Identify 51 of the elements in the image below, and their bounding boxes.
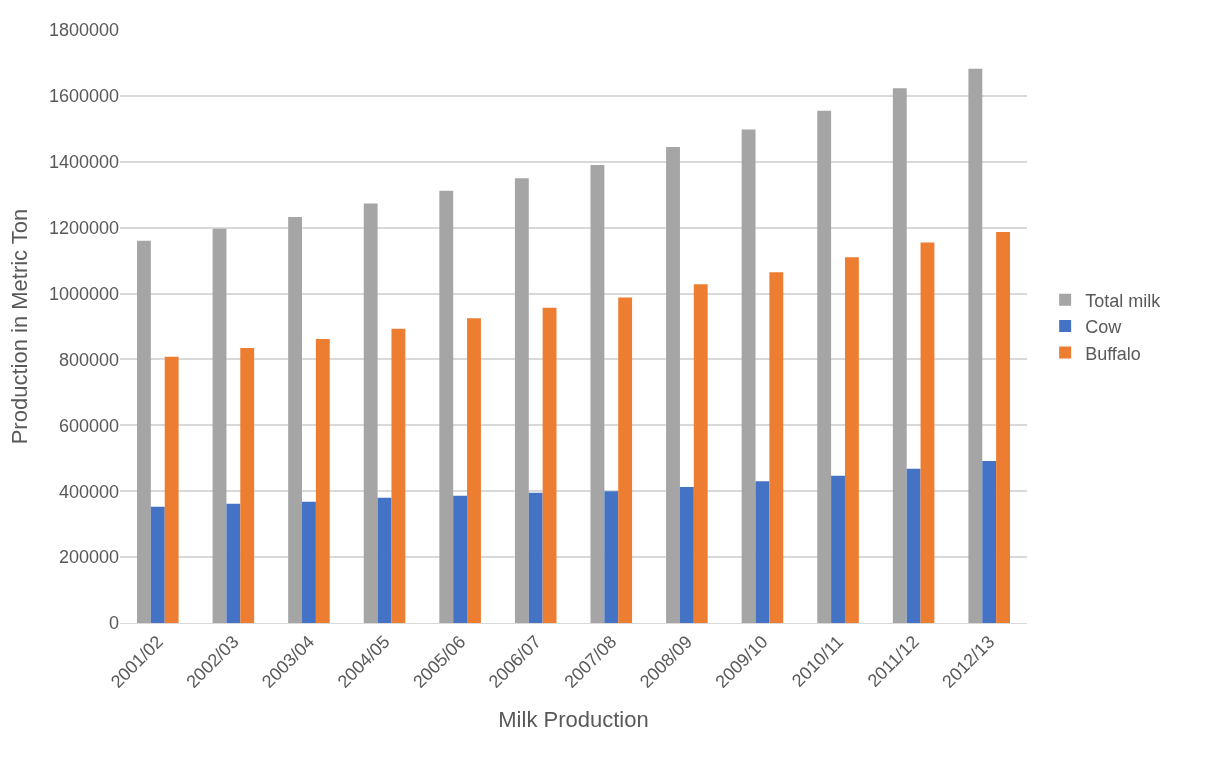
bar bbox=[439, 190, 454, 623]
bar bbox=[377, 497, 392, 623]
y-tick-label: 200000 bbox=[58, 547, 119, 568]
legend-label: Cow bbox=[1085, 317, 1123, 338]
bar bbox=[302, 501, 316, 623]
bar bbox=[906, 468, 921, 623]
bar bbox=[817, 110, 832, 623]
legend-label: Total milk bbox=[1085, 290, 1162, 311]
bar bbox=[137, 240, 151, 623]
bar bbox=[666, 146, 680, 623]
y-tick-label: 400000 bbox=[58, 481, 119, 502]
y-tick-label: 600000 bbox=[58, 415, 119, 436]
y-tick-label: 0 bbox=[108, 613, 119, 634]
bar bbox=[150, 506, 165, 623]
bar bbox=[604, 491, 619, 623]
bar bbox=[467, 318, 481, 623]
legend-label: Buffalo bbox=[1085, 343, 1141, 364]
bar bbox=[679, 486, 694, 623]
bar bbox=[226, 503, 241, 623]
bar bbox=[982, 460, 997, 623]
bar bbox=[693, 284, 708, 623]
bar bbox=[240, 347, 255, 623]
bar bbox=[968, 68, 983, 623]
bar bbox=[920, 242, 935, 623]
bar bbox=[315, 339, 330, 623]
bar bbox=[741, 129, 756, 623]
bar bbox=[542, 307, 557, 623]
bar bbox=[363, 203, 378, 623]
y-tick-label: 1400000 bbox=[48, 152, 119, 173]
bar bbox=[212, 228, 227, 623]
y-tick-label: 1600000 bbox=[48, 86, 119, 107]
bar bbox=[164, 356, 179, 623]
bar bbox=[391, 328, 406, 623]
bar bbox=[892, 88, 907, 623]
x-axis-title: Milk Production bbox=[498, 706, 649, 732]
bar bbox=[590, 165, 605, 623]
y-tick-label: 1800000 bbox=[48, 20, 119, 41]
bar bbox=[755, 481, 770, 623]
bar bbox=[514, 178, 529, 623]
bar bbox=[453, 495, 468, 623]
bar bbox=[528, 492, 543, 623]
bar bbox=[288, 217, 303, 623]
bar bbox=[844, 257, 859, 623]
bar bbox=[769, 272, 784, 623]
bar bbox=[996, 231, 1010, 623]
y-axis-title: Production in Metric Ton bbox=[6, 208, 32, 445]
bar bbox=[618, 297, 633, 623]
y-tick-label: 1000000 bbox=[48, 283, 119, 304]
y-tick-label: 800000 bbox=[58, 349, 119, 370]
y-tick-label: 1200000 bbox=[48, 217, 119, 238]
bar bbox=[831, 475, 845, 623]
